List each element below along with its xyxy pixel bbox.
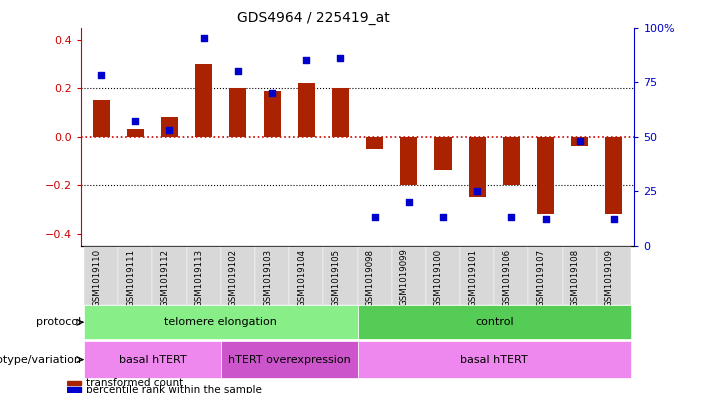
Point: [164, 127, 175, 133]
Point: [608, 216, 620, 222]
Bar: [152, 246, 186, 305]
Text: GSM1019111: GSM1019111: [126, 248, 135, 307]
Bar: [67, 380, 81, 386]
Text: GSM1019104: GSM1019104: [297, 248, 306, 307]
Text: GSM1019106: GSM1019106: [503, 248, 511, 307]
Bar: [221, 246, 255, 305]
Bar: [392, 246, 426, 305]
Point: [369, 214, 380, 220]
Bar: [358, 246, 392, 305]
Bar: [323, 246, 358, 305]
Text: GSM1019105: GSM1019105: [332, 248, 341, 307]
Bar: [84, 246, 118, 305]
Point: [95, 72, 107, 79]
Text: GSM1019101: GSM1019101: [468, 248, 477, 307]
Bar: [426, 246, 460, 305]
Point: [403, 199, 414, 205]
Point: [266, 90, 278, 96]
Bar: [289, 246, 323, 305]
Bar: [358, 341, 631, 378]
Text: GSM1019109: GSM1019109: [605, 248, 614, 307]
Point: [130, 118, 141, 125]
Bar: [366, 136, 383, 149]
Bar: [298, 83, 315, 136]
Bar: [67, 387, 81, 392]
Bar: [84, 305, 358, 339]
Text: telomere elongation: telomere elongation: [164, 317, 277, 327]
Bar: [571, 136, 588, 146]
Point: [472, 188, 483, 194]
Bar: [93, 100, 109, 136]
Bar: [537, 136, 554, 214]
Bar: [435, 136, 451, 171]
Point: [574, 138, 585, 144]
Text: GSM1019112: GSM1019112: [161, 248, 170, 307]
Bar: [358, 305, 631, 339]
Point: [335, 55, 346, 61]
Bar: [503, 136, 520, 185]
Bar: [118, 246, 152, 305]
Text: control: control: [475, 317, 514, 327]
Bar: [221, 341, 358, 378]
Bar: [127, 129, 144, 136]
Point: [301, 57, 312, 63]
Text: basal hTERT: basal hTERT: [118, 354, 186, 365]
Text: genotype/variation: genotype/variation: [0, 354, 81, 365]
Text: hTERT overexpression: hTERT overexpression: [228, 354, 350, 365]
Text: GSM1019100: GSM1019100: [434, 248, 443, 307]
Text: GSM1019099: GSM1019099: [400, 248, 409, 307]
Bar: [161, 117, 178, 136]
Text: GSM1019102: GSM1019102: [229, 248, 238, 307]
Text: GSM1019113: GSM1019113: [195, 248, 204, 307]
Bar: [255, 246, 289, 305]
Bar: [529, 246, 563, 305]
Text: GSM1019107: GSM1019107: [536, 248, 545, 307]
Bar: [460, 246, 494, 305]
Point: [540, 216, 551, 222]
Point: [232, 68, 243, 74]
Bar: [84, 341, 221, 378]
Text: percentile rank within the sample: percentile rank within the sample: [86, 385, 261, 393]
Bar: [195, 64, 212, 136]
Title: GDS4964 / 225419_at: GDS4964 / 225419_at: [237, 11, 390, 25]
Bar: [400, 136, 417, 185]
Text: GSM1019108: GSM1019108: [571, 248, 580, 307]
Bar: [332, 88, 349, 136]
Point: [198, 35, 210, 42]
Bar: [229, 88, 247, 136]
Text: transformed count: transformed count: [86, 378, 183, 388]
Text: protocol: protocol: [36, 317, 81, 327]
Bar: [606, 136, 622, 214]
Bar: [563, 246, 597, 305]
Bar: [264, 90, 280, 136]
Text: GSM1019110: GSM1019110: [92, 248, 101, 307]
Point: [505, 214, 517, 220]
Bar: [597, 246, 631, 305]
Bar: [494, 246, 529, 305]
Text: basal hTERT: basal hTERT: [461, 354, 528, 365]
Text: GSM1019103: GSM1019103: [263, 248, 272, 307]
Text: GSM1019098: GSM1019098: [366, 248, 374, 307]
Bar: [186, 246, 221, 305]
Point: [437, 214, 449, 220]
Bar: [468, 136, 486, 197]
